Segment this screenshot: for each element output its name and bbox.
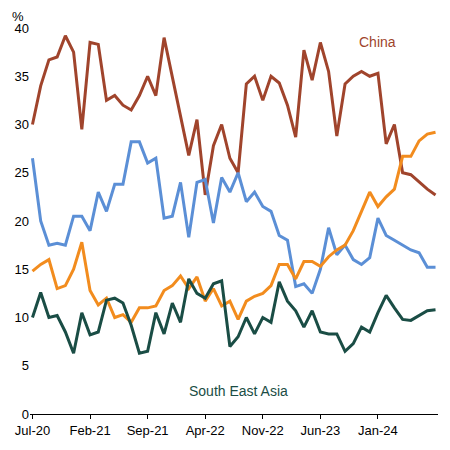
svg-text:Jan-24: Jan-24 [358, 423, 398, 438]
svg-text:40: 40 [15, 21, 29, 36]
svg-text:Jun-23: Jun-23 [300, 423, 340, 438]
svg-text:30: 30 [15, 117, 29, 132]
svg-text:5: 5 [22, 358, 29, 373]
svg-text:Jul-20: Jul-20 [15, 423, 50, 438]
svg-text:Feb-21: Feb-21 [69, 423, 110, 438]
svg-text:35: 35 [15, 69, 29, 84]
svg-text:0: 0 [22, 407, 29, 422]
svg-text:10: 10 [15, 310, 29, 325]
svg-text:25: 25 [15, 165, 29, 180]
svg-text:15: 15 [15, 262, 29, 277]
svg-text:20: 20 [15, 214, 29, 229]
svg-text:%: % [12, 9, 24, 24]
svg-text:South East Asia: South East Asia [189, 383, 288, 399]
svg-text:Sep-21: Sep-21 [127, 423, 169, 438]
svg-text:Apr-22: Apr-22 [186, 423, 225, 438]
svg-text:China: China [359, 34, 396, 50]
svg-text:Nov-22: Nov-22 [242, 423, 284, 438]
